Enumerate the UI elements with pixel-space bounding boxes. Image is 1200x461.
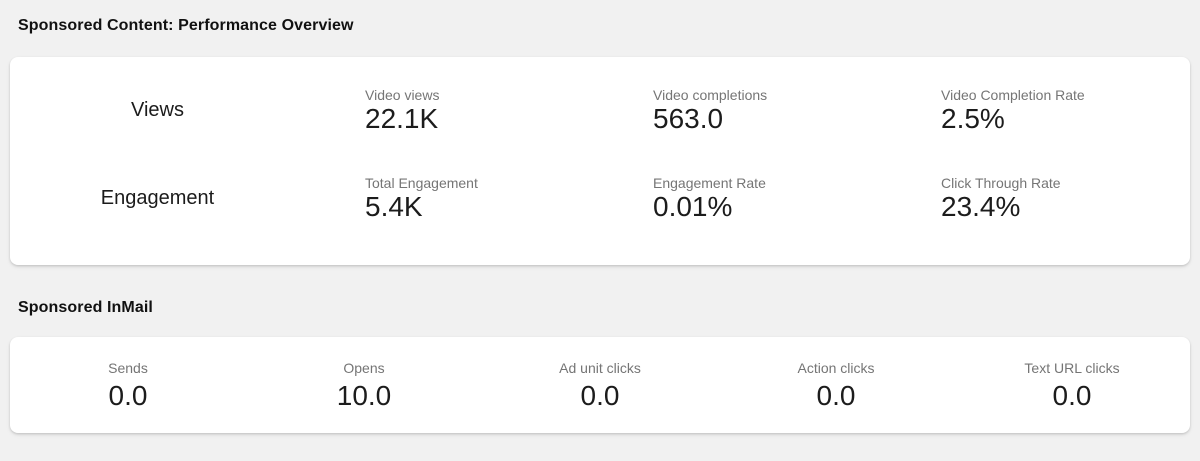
metric-label: Video completions: [653, 87, 768, 103]
analytics-dashboard: Sponsored Content: Performance Overview …: [0, 16, 1200, 433]
metric-value: 0.0: [816, 379, 856, 411]
metric-value: 0.0: [1052, 379, 1092, 411]
metric-value: 563.0: [653, 103, 724, 134]
metric-value: 0.0: [108, 379, 148, 411]
metric-video-views: Video views 22.1K: [305, 86, 593, 134]
metric-label: Total Engagement: [365, 175, 478, 191]
metric-click-through-rate: Click Through Rate 23.4%: [881, 174, 1190, 222]
row-label-engagement: Engagement: [100, 186, 215, 209]
overview-card: Views Video views 22.1K Video completion…: [10, 57, 1190, 265]
metric-sends: Sends 0.0: [10, 360, 246, 411]
metric-label: Ad unit clicks: [559, 359, 641, 376]
row-label-views: Views: [131, 98, 184, 121]
metric-text-url-clicks: Text URL clicks 0.0: [954, 360, 1190, 411]
metric-action-clicks: Action clicks 0.0: [718, 360, 954, 411]
metric-label: Text URL clicks: [1024, 359, 1120, 376]
metric-label: Click Through Rate: [941, 175, 1061, 191]
metric-value: 0.01%: [653, 191, 733, 222]
metric-label: Engagement Rate: [653, 175, 766, 191]
metric-label: Video views: [365, 87, 440, 103]
overview-row-engagement: Engagement Total Engagement 5.4K Engagem…: [10, 174, 1190, 222]
metric-video-completion-rate: Video Completion Rate 2.5%: [881, 86, 1190, 134]
metric-value: 22.1K: [365, 103, 439, 134]
overview-section-title: Sponsored Content: Performance Overview: [18, 17, 354, 34]
inmail-section-title: Sponsored InMail: [18, 299, 153, 316]
metric-label: Sends: [108, 359, 148, 376]
metric-label: Opens: [343, 359, 385, 376]
metric-value: 23.4%: [941, 191, 1021, 222]
metric-value: 10.0: [336, 379, 392, 411]
metric-value: 5.4K: [365, 191, 423, 222]
metric-ad-unit-clicks: Ad unit clicks 0.0: [482, 360, 718, 411]
metric-label: Action clicks: [797, 359, 875, 376]
inmail-card: Sends 0.0 Opens 10.0 Ad unit clicks 0.0 …: [10, 337, 1190, 433]
metric-total-engagement: Total Engagement 5.4K: [305, 174, 593, 222]
overview-row-views: Views Video views 22.1K Video completion…: [10, 86, 1190, 134]
metric-opens: Opens 10.0: [246, 360, 482, 411]
metric-value: 0.0: [580, 379, 620, 411]
metric-engagement-rate: Engagement Rate 0.01%: [593, 174, 881, 222]
metric-label: Video Completion Rate: [941, 87, 1085, 103]
metric-value: 2.5%: [941, 103, 1005, 134]
metric-video-completions: Video completions 563.0: [593, 86, 881, 134]
